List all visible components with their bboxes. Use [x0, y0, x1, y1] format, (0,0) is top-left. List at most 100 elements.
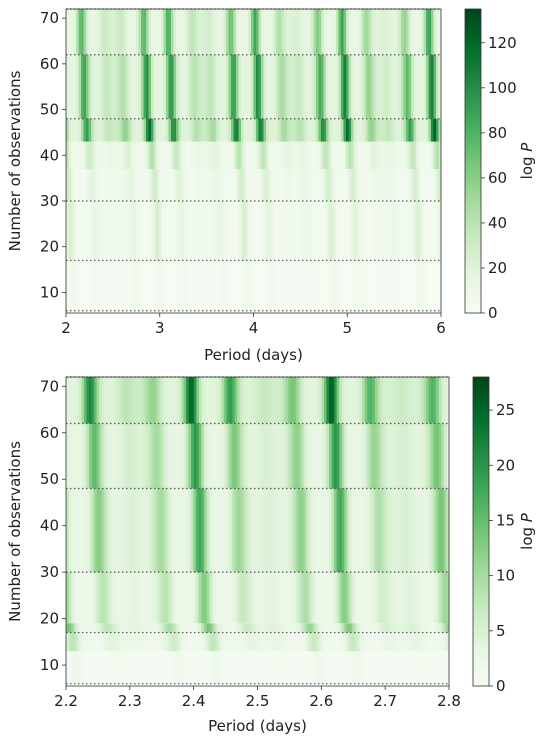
- heatmap-cell: [303, 54, 307, 119]
- heatmap-cell: [244, 632, 248, 652]
- heatmap-cell: [316, 260, 319, 311]
- heatmap-cell: [413, 201, 417, 261]
- heatmap-cell: [83, 651, 87, 684]
- heatmap-cell: [94, 572, 98, 624]
- heatmap-cell: [219, 651, 223, 684]
- heatmap-cell: [211, 118, 214, 142]
- heatmap-cell: [438, 423, 442, 489]
- heatmap-cell: [201, 118, 204, 142]
- heatmap-cell: [249, 651, 253, 684]
- heatmap-cell: [118, 141, 122, 169]
- heatmap-cell: [86, 377, 90, 424]
- heatmap-cell: [341, 260, 344, 311]
- heatmap-cell: [113, 260, 117, 311]
- heatmap-cell: [119, 651, 123, 684]
- heatmap-cell: [211, 9, 214, 55]
- heatmap-cell: [137, 632, 141, 652]
- heatmap-cell: [396, 169, 399, 201]
- heatmap-cell: [83, 118, 87, 142]
- heatmap-cell: [111, 201, 114, 261]
- heatmap-cell: [153, 169, 157, 201]
- heatmap-cell: [346, 54, 349, 119]
- heatmap-cell: [211, 141, 214, 169]
- heatmap-cell: [428, 201, 432, 261]
- heatmap-cell: [233, 201, 237, 261]
- heatmap-cell: [271, 201, 274, 261]
- heatmap-cell: [168, 118, 172, 142]
- heatmap-cell: [260, 488, 263, 573]
- heatmap-cell: [137, 488, 141, 573]
- heatmap-cell: [66, 651, 69, 684]
- y-axis-label: Number of observations: [6, 441, 24, 622]
- heatmap-cell: [280, 572, 284, 624]
- heatmap-cell: [277, 377, 281, 424]
- heatmap-cell: [356, 260, 359, 311]
- heatmap-cell: [328, 623, 332, 633]
- heatmap-cell: [221, 572, 225, 624]
- heatmap-cell: [368, 169, 372, 201]
- heatmap-cell: [68, 54, 72, 119]
- heatmap-cell: [129, 632, 133, 652]
- heatmap-cell: [116, 54, 119, 119]
- heatmap-cell: [413, 423, 417, 489]
- heatmap-cell: [116, 201, 119, 261]
- heatmap-cell: [256, 141, 259, 169]
- heatmap-cell: [116, 169, 119, 201]
- heatmap-cell: [401, 169, 404, 201]
- heatmap-cell: [186, 201, 189, 261]
- heatmap-cell: [313, 572, 317, 624]
- heatmap-cell: [395, 572, 399, 624]
- heatmap-cell: [306, 423, 309, 489]
- heatmap-cell: [150, 572, 154, 624]
- heatmap-cell: [208, 201, 212, 261]
- heatmap-cell: [358, 54, 362, 119]
- heatmap-cell: [111, 377, 115, 424]
- heatmap-cell: [206, 632, 210, 652]
- heatmap-cell: [153, 9, 157, 55]
- heatmap-cell: [103, 9, 107, 55]
- heatmap-cell: [165, 377, 169, 424]
- heatmap-cell: [426, 488, 429, 573]
- heatmap-cell: [88, 623, 92, 633]
- heatmap-cell: [226, 623, 230, 633]
- heatmap-cell: [357, 632, 361, 652]
- heatmap-cell: [336, 118, 339, 142]
- heatmap-cell: [397, 651, 401, 684]
- heatmap-cell: [221, 377, 225, 424]
- heatmap-cell: [133, 201, 137, 261]
- heatmap-cell: [211, 651, 215, 684]
- heatmap-cell: [213, 9, 217, 55]
- heatmap-cell: [132, 651, 136, 684]
- heatmap-cell: [206, 623, 210, 633]
- heatmap-cell: [371, 169, 374, 201]
- heatmap-cell: [221, 118, 224, 142]
- heatmap-cell: [369, 632, 373, 652]
- heatmap-cell: [344, 623, 348, 633]
- heatmap-cell: [357, 651, 361, 684]
- colorbar-label: log P: [518, 512, 536, 550]
- heatmap-cell: [415, 651, 419, 684]
- heatmap-cell: [218, 201, 222, 261]
- heatmap-cell: [251, 141, 254, 169]
- heatmap-cell: [428, 54, 432, 119]
- heatmap-cell: [376, 54, 379, 119]
- heatmap-cell: [76, 488, 80, 573]
- heatmap-cell: [93, 9, 97, 55]
- heatmap-cell: [151, 169, 154, 201]
- heatmap-cell: [221, 9, 224, 55]
- heatmap-cell: [295, 488, 299, 573]
- heatmap-cell: [247, 623, 251, 633]
- heatmap-cell: [241, 141, 244, 169]
- heatmap-cell: [109, 651, 113, 684]
- heatmap-cell: [166, 201, 169, 261]
- heatmap-cell: [168, 260, 172, 311]
- heatmap-cell: [257, 651, 261, 684]
- heatmap-cell: [280, 423, 284, 489]
- heatmap-cell: [308, 201, 312, 261]
- heatmap-cell: [131, 260, 134, 311]
- heatmap-cell: [140, 488, 143, 573]
- heatmap-cell: [286, 169, 289, 201]
- heatmap-cell: [333, 201, 337, 261]
- heatmap-cell: [293, 169, 297, 201]
- heatmap-cell: [410, 423, 414, 489]
